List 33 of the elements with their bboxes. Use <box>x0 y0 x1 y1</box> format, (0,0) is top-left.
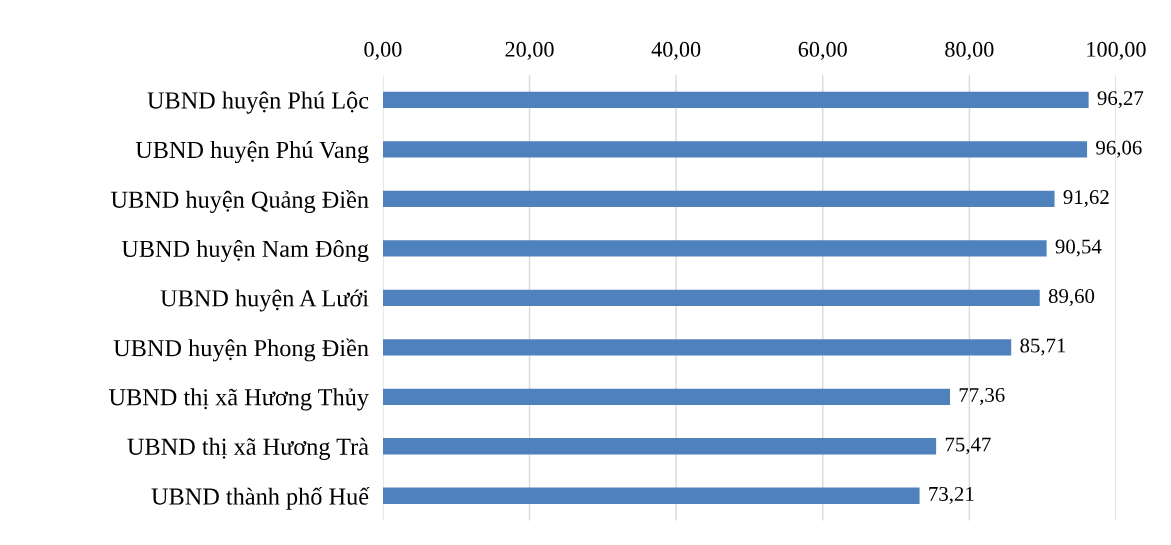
x-tick-label: 100,00 <box>1087 41 1146 61</box>
data-label: 73,21 <box>929 486 974 504</box>
x-tick-label: 20,00 <box>505 41 554 61</box>
bar <box>382 91 1089 109</box>
data-label: 85,71 <box>1020 338 1066 356</box>
bar <box>382 388 950 405</box>
y-tick-label: UBND huyện Phong Điền <box>113 338 369 362</box>
y-tick-label: UBND thị xã Hương Trà <box>127 437 369 460</box>
x-tick-label: 0,00 <box>364 41 402 61</box>
data-label: 96,06 <box>1096 140 1142 158</box>
data-label: 90,54 <box>1055 239 1102 257</box>
data-label: 75,47 <box>945 437 991 455</box>
bar <box>382 487 920 504</box>
y-tick-label: UBND huyện Phú Vang <box>135 140 369 164</box>
data-label: 77,36 <box>959 388 1005 405</box>
x-tick-label: 80,00 <box>945 41 994 61</box>
y-tick-label: UBND huyện Quảng Điền <box>110 190 369 213</box>
x-tick-label: 60,00 <box>798 41 847 61</box>
bar <box>382 438 937 455</box>
y-tick-label: UBND huyện Phú Lộc <box>147 91 369 114</box>
y-tick-label: UBND huyện A Lưới <box>160 289 369 312</box>
bar <box>382 190 1055 208</box>
data-label: 89,60 <box>1048 289 1095 307</box>
y-tick-label: UBND thị xã Hương Thủy <box>109 388 369 411</box>
bar <box>382 339 1012 356</box>
data-label: 91,62 <box>1063 190 1109 208</box>
y-tick-label: UBND thành phố Huế <box>151 486 370 510</box>
bar <box>382 289 1040 307</box>
x-tick-label: 40,00 <box>651 41 701 61</box>
bar <box>382 240 1047 257</box>
y-tick-label: UBND huyện Nam Đông <box>121 239 369 263</box>
bar <box>382 141 1088 158</box>
data-label: 96,27 <box>1097 91 1144 109</box>
